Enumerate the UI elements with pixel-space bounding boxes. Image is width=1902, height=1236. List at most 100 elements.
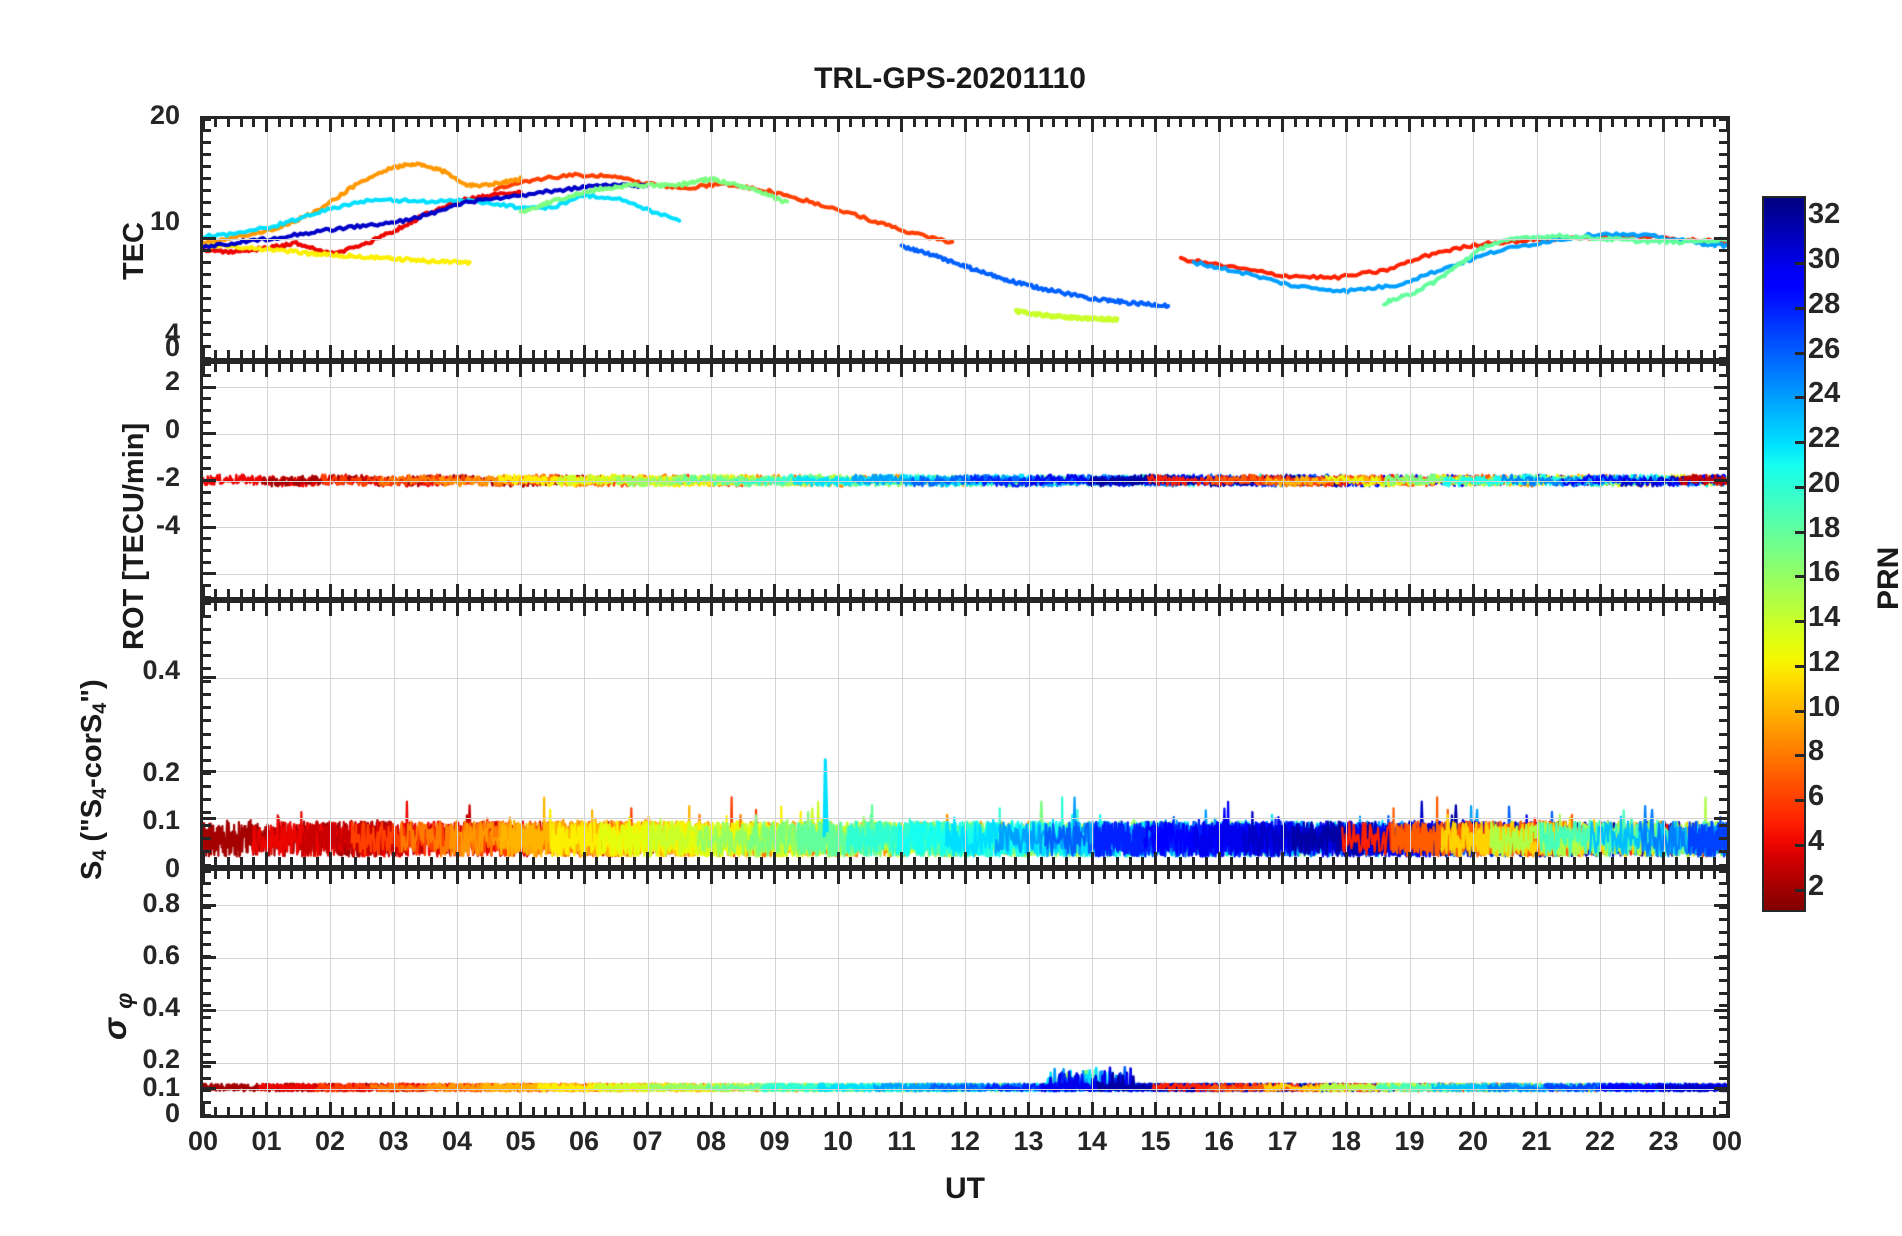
tickmark-x — [900, 345, 903, 358]
x-tick-20: 20 — [1457, 1126, 1489, 1156]
tickmark-x — [760, 871, 764, 879]
tickmark-x — [773, 119, 776, 132]
tickmark-y — [1719, 758, 1727, 762]
tickmark-x — [493, 1107, 497, 1115]
tickmark-x — [480, 857, 484, 865]
tickmark-x — [1179, 871, 1183, 879]
tickmark-y-major — [203, 385, 216, 389]
panel-sigma-phi — [200, 868, 1730, 1118]
tickmark-x — [1090, 871, 1094, 884]
tickmark-x — [1687, 364, 1691, 372]
tickmark-x — [938, 603, 942, 611]
tickmark-x — [328, 364, 332, 377]
tickmark-y — [1719, 1040, 1727, 1044]
colorbar-tick-28: 28 — [1808, 287, 1841, 320]
tickmark-x — [468, 1107, 472, 1115]
tickmark-x — [950, 350, 954, 358]
x-tick-11: 11 — [887, 1126, 916, 1156]
tickmark-x — [1636, 1107, 1640, 1115]
tickmark-y — [1719, 213, 1727, 217]
tickmark-y — [203, 942, 211, 946]
tickmark-x — [709, 345, 713, 358]
colorbar-tickmark-26 — [1795, 351, 1806, 355]
tickmark-x — [506, 350, 510, 358]
tickmark-x — [1471, 852, 1475, 865]
tickmark-x — [900, 119, 903, 132]
tickmark-x — [887, 857, 891, 865]
tickmark-x — [785, 871, 789, 879]
tickmark-x — [646, 1102, 649, 1115]
prn-colorbar[interactable] — [1762, 196, 1806, 912]
tickmark-x — [1306, 350, 1310, 358]
tickmark-x — [1712, 871, 1716, 879]
tickmark-x — [1560, 871, 1564, 879]
tickmark-x — [1357, 119, 1361, 127]
tickmark-x — [1166, 589, 1170, 597]
tickmark-y — [1719, 284, 1727, 288]
tickmark-y — [1719, 177, 1727, 181]
tickmark-y — [1719, 356, 1727, 358]
tickmark-x — [203, 603, 205, 616]
tickmark-y — [1719, 583, 1727, 587]
tickmark-x — [1128, 871, 1132, 879]
tickmark-y — [1719, 260, 1727, 264]
tickmark-y-major — [203, 956, 216, 960]
s4-ytick-01: 0.1 — [142, 805, 180, 835]
tickmark-x — [658, 1107, 662, 1115]
gridline-v — [1473, 871, 1474, 1115]
tickmark-x — [226, 350, 230, 358]
tickmark-x — [226, 857, 230, 865]
tickmark-x — [811, 1107, 815, 1115]
tickmark-x — [849, 1107, 853, 1115]
tickmark-x — [1687, 589, 1691, 597]
tickmark-x — [1179, 119, 1183, 127]
tickmark-x — [1433, 603, 1437, 611]
tickmark-y — [203, 548, 211, 552]
tickmark-x — [988, 350, 992, 358]
tickmark-x — [1293, 364, 1297, 372]
tickmark-x — [252, 589, 256, 597]
tickmark-x — [582, 871, 586, 884]
tickmark-x — [1712, 364, 1716, 372]
tickmark-x — [861, 1107, 865, 1115]
tickmark-x — [1420, 857, 1424, 865]
tickmark-x — [366, 364, 370, 372]
tickmark-x — [1700, 871, 1704, 879]
tickmark-x — [1458, 857, 1462, 865]
tickmark-x — [252, 364, 256, 372]
tickmark-x — [366, 119, 370, 127]
tickmark-x — [1509, 857, 1513, 865]
colorbar-tickmark-20 — [1795, 485, 1806, 489]
colorbar-tickmark-14 — [1795, 620, 1806, 624]
tickmark-x — [646, 364, 649, 377]
tickmark-x — [506, 364, 510, 372]
tickmark-x — [1115, 350, 1119, 358]
colorbar-tickmark-18 — [1795, 530, 1806, 534]
tickmark-x — [379, 1107, 383, 1115]
tickmark-x — [252, 871, 256, 879]
x-tick-12: 12 — [949, 1126, 981, 1156]
tickmark-x — [874, 871, 878, 879]
sigma-ytick-08: 0.8 — [142, 888, 180, 918]
tickmark-x — [709, 603, 713, 616]
tickmark-x — [607, 857, 611, 865]
colorbar-tickmark-30 — [1795, 262, 1806, 266]
tickmark-x — [722, 119, 726, 127]
tickmark-x — [493, 871, 497, 879]
tickmark-x — [506, 119, 510, 127]
tickmark-y — [1719, 893, 1727, 897]
tickmark-x — [328, 345, 332, 358]
tickmark-y-major — [1714, 572, 1727, 576]
tickmark-x — [633, 589, 637, 597]
tickmark-y — [1719, 490, 1727, 494]
tickmark-x — [1573, 857, 1577, 865]
tickmark-x — [684, 119, 688, 127]
tickmark-x — [1141, 871, 1145, 879]
tickmark-x — [1115, 119, 1119, 127]
tickmark-x — [671, 350, 675, 358]
tickmark-x — [1027, 364, 1030, 377]
tickmark-y — [1719, 409, 1727, 413]
tickmark-x — [1547, 603, 1551, 611]
tickmark-x — [849, 364, 853, 372]
tickmark-x — [1141, 119, 1145, 127]
